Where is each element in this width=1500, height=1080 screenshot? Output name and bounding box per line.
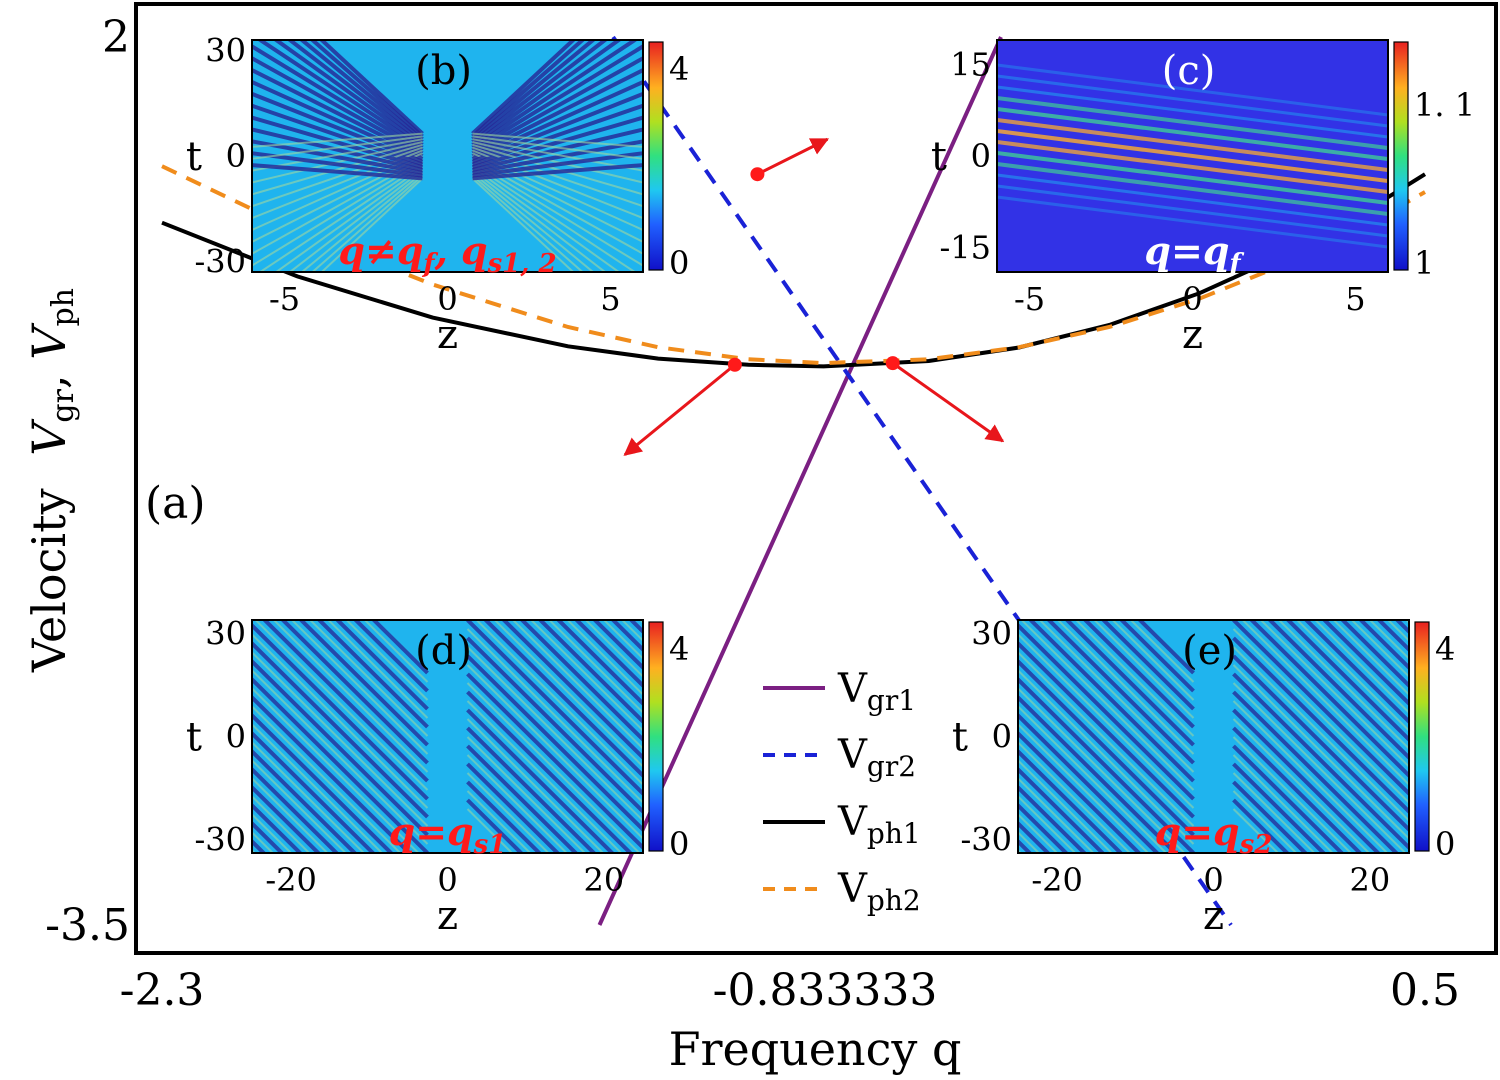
arrow-q-s2 — [891, 361, 1005, 443]
inset-e-ylabel: t — [952, 715, 968, 761]
inset-c-colorbar — [1393, 41, 1409, 271]
inset-e-frame — [1017, 619, 1410, 854]
intersection-markers — [623, 137, 1005, 456]
inset-c-colorbar-tick: 1 — [1414, 244, 1434, 282]
y-axis-label: Velocity Vgr, Vph — [22, 288, 81, 673]
y-label-sub1: gr — [46, 388, 81, 422]
inset-e-annotation: q=qs2 — [1155, 809, 1273, 860]
inset-e-colorbar — [1414, 621, 1430, 852]
inset-c-y-tick: 0 — [971, 137, 991, 175]
legend-label-vph1: Vph1 — [837, 799, 921, 850]
inset-b-colorbar-tick: 0 — [669, 244, 689, 282]
legend: Vgr1 Vgr2 Vph1 Vph2 — [763, 666, 921, 917]
inset-e-x-tick: -20 — [1031, 861, 1083, 899]
intersection-dot-q-s2 — [885, 356, 900, 371]
inset-e-y-tick: -30 — [960, 820, 1012, 858]
inset-c-x-tick: 0 — [1182, 280, 1202, 318]
intersection-dot-q-f — [750, 167, 765, 182]
inset-d-x-tick: 0 — [437, 861, 457, 899]
inset-c-xlabel: z — [1182, 312, 1203, 358]
intersection-dot-q-s1 — [727, 357, 742, 372]
inset-d-y-tick: 30 — [205, 615, 246, 653]
inset-d-x-tick: 20 — [584, 861, 625, 899]
series-line-v-gr1 — [597, 36, 1003, 926]
inset-e-x-tick: 0 — [1203, 861, 1223, 899]
legend-label-vgr1: Vgr1 — [837, 666, 916, 717]
inset-b-annotation: q≠qf, qs1, 2 — [338, 228, 556, 279]
inset-b-x-tick: 5 — [600, 280, 620, 318]
inset-e-pattern — [1018, 620, 1409, 853]
inset-e-colorbar-tick: 4 — [1435, 630, 1455, 668]
inset-e-y-tick: 30 — [971, 615, 1012, 653]
inset-c-frame — [996, 39, 1389, 273]
inset-c-ylabel: t — [931, 134, 947, 180]
legend-label-vph2: Vph2 — [837, 866, 921, 917]
inset-d-xlabel: z — [437, 893, 458, 939]
inset-d: 4 0 (d) q=qs1 -20 0 20 30 0 -30 z t — [186, 615, 689, 939]
y-label-sym1: V — [22, 418, 76, 456]
inset-c-label: (c) — [1162, 48, 1216, 94]
inset-d-label: (d) — [415, 628, 472, 674]
x-tick-mid: -0.833333 — [713, 965, 938, 1016]
inset-c-y-tick: -15 — [939, 229, 991, 267]
inset-d-y-tick: 0 — [226, 718, 246, 756]
inset-e-label: (e) — [1182, 628, 1237, 674]
inset-d-colorbar-tick: 0 — [669, 825, 689, 863]
y-label-sym2: V — [22, 322, 76, 360]
x-tick-right: 0.5 — [1390, 965, 1460, 1016]
legend-label-vgr2: Vgr2 — [837, 732, 916, 783]
inset-b-y-tick: 0 — [226, 137, 246, 175]
inset-d-ylabel: t — [186, 715, 202, 761]
inset-b-pattern — [252, 40, 643, 272]
inset-c: 1. 1 1 (c) q=qf -5 0 5 15 0 -15 z t — [931, 39, 1475, 358]
inset-c-colorbar-tick: 1. 1 — [1414, 86, 1475, 124]
panel-label-a: (a) — [145, 478, 206, 529]
y-label-sub2: ph — [46, 288, 81, 327]
arrow-q-f — [756, 137, 830, 176]
y-label-word: Velocity — [22, 488, 76, 673]
plot-frame — [134, 2, 1498, 955]
x-tick-left: -2.3 — [120, 965, 205, 1016]
inset-b-colorbar-tick: 4 — [669, 50, 689, 88]
inset-b-x-tick: -5 — [269, 280, 300, 318]
inset-c-y-tick: 15 — [950, 45, 991, 83]
inset-b-xlabel: z — [437, 312, 458, 358]
inset-e-xlabel: z — [1203, 893, 1224, 939]
inset-c-x-tick: -5 — [1014, 280, 1045, 318]
y-label-sep: , — [22, 360, 76, 389]
inset-c-annotation: q=qf — [1144, 228, 1244, 279]
inset-e-x-tick: 20 — [1350, 861, 1391, 899]
inset-d-annotation: q=qs1 — [389, 809, 507, 860]
inset-d-colorbar — [648, 621, 664, 852]
inset-d-y-tick: -30 — [194, 820, 246, 858]
inset-d-x-tick: -20 — [265, 861, 317, 899]
inset-d-pattern — [252, 620, 643, 853]
inset-b-frame — [251, 39, 644, 273]
inset-e-colorbar-tick: 0 — [1435, 825, 1455, 863]
x-axis-label: Frequency q — [669, 1022, 962, 1076]
inset-b: 4 0 (b) q≠qf, qs1, 2 -5 0 5 30 0 -30 z t — [186, 32, 689, 358]
insets-group: 4 0 (b) q≠qf, qs1, 2 -5 0 5 30 0 -30 z t 1. 1 1 (c) q=q… — [186, 32, 1475, 939]
inset-b-label: (b) — [415, 48, 472, 94]
inset-b-x-tick: 0 — [437, 280, 457, 318]
inset-c-pattern — [997, 63, 1388, 249]
inset-e: 4 0 (e) q=qs2 -20 0 20 30 0 -30 z t — [952, 615, 1455, 939]
arrow-q-s1 — [623, 363, 736, 456]
inset-d-colorbar-tick: 4 — [669, 630, 689, 668]
y-tick-bottom: -3.5 — [45, 900, 130, 951]
y-tick-top: 2 — [102, 12, 130, 63]
inset-b-y-tick: -30 — [194, 242, 246, 280]
inset-b-colorbar — [648, 41, 664, 271]
inset-d-frame — [251, 619, 644, 854]
inset-b-y-tick: 30 — [205, 32, 246, 70]
inset-e-y-tick: 0 — [992, 718, 1012, 756]
inset-c-x-tick: 5 — [1345, 280, 1365, 318]
inset-b-ylabel: t — [186, 134, 202, 180]
